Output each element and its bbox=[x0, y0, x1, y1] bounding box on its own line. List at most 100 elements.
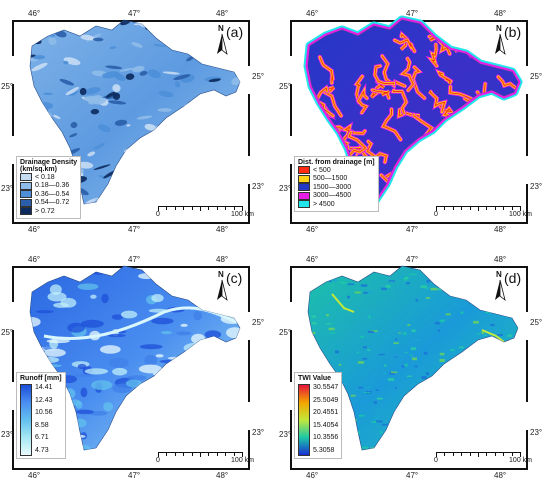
density-patch bbox=[112, 92, 121, 100]
frame-gap bbox=[12, 382, 14, 410]
scale-end-label: 100 km bbox=[231, 211, 254, 218]
longitude-label: 46° bbox=[28, 9, 41, 18]
twi-cell bbox=[459, 290, 463, 293]
density-patch bbox=[69, 133, 78, 138]
density-patch bbox=[205, 132, 218, 140]
twi-cell bbox=[472, 343, 479, 347]
twi-cell bbox=[310, 331, 316, 335]
buffer-500 bbox=[394, 39, 415, 52]
twi-cell bbox=[452, 390, 457, 394]
runoff-patch bbox=[204, 330, 222, 339]
longitude-label: 47° bbox=[128, 9, 141, 18]
north-arrow-shape bbox=[495, 279, 506, 302]
runoff-patch bbox=[144, 354, 158, 366]
legend-item: 500—1500 bbox=[298, 174, 375, 184]
twi-cell bbox=[367, 330, 375, 333]
density-patch bbox=[153, 43, 166, 47]
twi-cell bbox=[491, 409, 495, 413]
scale-tick bbox=[452, 206, 454, 210]
density-patch bbox=[59, 147, 68, 153]
density-patch bbox=[189, 119, 199, 128]
twi-cell bbox=[383, 364, 387, 367]
twi-cell bbox=[452, 395, 456, 399]
density-patch bbox=[235, 141, 240, 150]
twi-cell bbox=[474, 441, 482, 443]
longitude-label: 48° bbox=[494, 225, 507, 234]
buffer-3000 bbox=[503, 107, 518, 137]
latitude-label: 23° bbox=[252, 182, 265, 191]
twi-cell bbox=[495, 307, 502, 311]
runoff-patch bbox=[84, 368, 109, 375]
density-patch bbox=[30, 88, 33, 97]
runoff-patch bbox=[80, 387, 88, 398]
density-patch bbox=[187, 136, 193, 143]
twi-cell bbox=[473, 320, 479, 324]
twi-cell bbox=[515, 380, 518, 382]
twi-cell bbox=[505, 394, 510, 398]
twi-cell bbox=[460, 376, 465, 379]
twi-cell bbox=[420, 285, 427, 288]
twi-cell bbox=[516, 317, 518, 320]
twi-cell bbox=[467, 351, 475, 354]
latitude-label: 25° bbox=[252, 318, 265, 327]
twi-cell bbox=[450, 349, 455, 352]
twi-cell bbox=[382, 335, 388, 337]
scale-zero-label: 0 bbox=[156, 457, 160, 464]
twi-cell bbox=[328, 327, 335, 331]
density-patch bbox=[109, 192, 118, 197]
runoff-patch bbox=[237, 306, 240, 317]
twi-cell bbox=[363, 391, 371, 394]
twi-cell bbox=[349, 268, 354, 271]
twi-cell bbox=[403, 277, 408, 281]
scale-tick bbox=[503, 206, 505, 210]
twi-cell bbox=[410, 347, 417, 351]
buffer-500 bbox=[446, 140, 460, 160]
buffer-3000 bbox=[491, 139, 512, 163]
frame-edge-bottom bbox=[12, 222, 250, 224]
buffer-500 bbox=[497, 112, 518, 143]
twi-cell bbox=[452, 366, 459, 369]
north-label: N bbox=[496, 24, 502, 33]
twi-cell bbox=[404, 363, 408, 367]
twi-cell bbox=[519, 366, 521, 367]
density-patch bbox=[122, 202, 140, 204]
twi-cell bbox=[430, 453, 434, 456]
scale-tick bbox=[200, 206, 201, 211]
runoff-patch bbox=[224, 308, 240, 316]
legend-item-label: < 0.18 bbox=[35, 173, 55, 181]
twi-cell bbox=[402, 332, 407, 335]
twi-cell bbox=[376, 420, 383, 423]
buffer-3000 bbox=[476, 138, 501, 161]
twi-cell bbox=[419, 429, 424, 432]
buffer-500 bbox=[449, 119, 474, 141]
runoff-patch bbox=[101, 293, 109, 304]
twi-cell bbox=[411, 329, 416, 332]
scale-tick bbox=[452, 452, 454, 456]
density-patch bbox=[30, 54, 36, 60]
north-arrow-icon: N bbox=[492, 270, 508, 302]
twi-cell bbox=[450, 271, 454, 274]
runoff-patch bbox=[151, 317, 174, 325]
runoff-patch bbox=[185, 373, 194, 383]
twi-cell bbox=[343, 425, 350, 429]
legend-swatch bbox=[298, 183, 310, 192]
north-arrow-right bbox=[221, 33, 228, 56]
legend-item-label: 500—1500 bbox=[313, 175, 348, 183]
latitude-label: 23° bbox=[530, 428, 543, 437]
density-patch bbox=[144, 123, 156, 131]
density-patch bbox=[148, 24, 154, 29]
scale-tick bbox=[158, 452, 159, 457]
scale-tick bbox=[494, 206, 496, 210]
twi-cell bbox=[411, 357, 417, 361]
twi-cell bbox=[406, 282, 410, 285]
density-patch bbox=[201, 111, 210, 118]
density-patch bbox=[163, 190, 171, 194]
twi-cell bbox=[398, 332, 401, 334]
runoff-patch bbox=[180, 323, 188, 327]
twi-cell bbox=[483, 435, 489, 439]
twi-cell bbox=[435, 321, 440, 325]
twi-cell bbox=[378, 354, 385, 356]
scale-tick bbox=[494, 452, 496, 456]
density-patch bbox=[166, 153, 183, 160]
twi-cell bbox=[439, 319, 444, 323]
